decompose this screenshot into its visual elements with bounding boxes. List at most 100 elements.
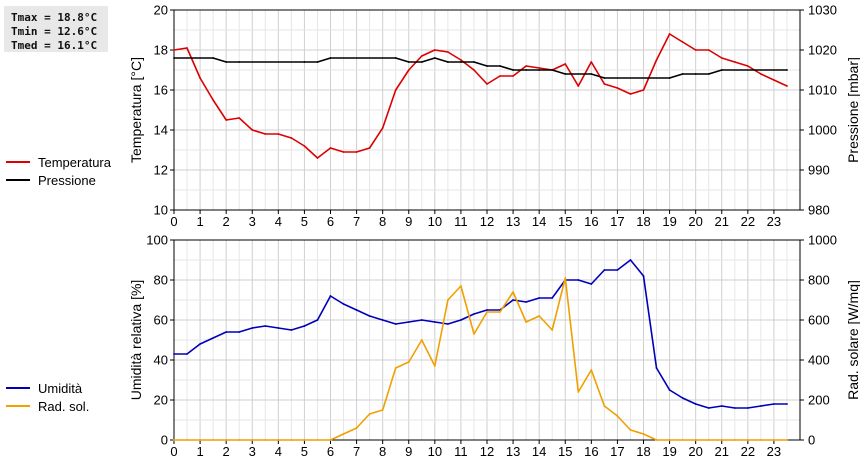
data-point (303, 61, 306, 63)
x-tick-label: 10 (428, 214, 442, 229)
data-point (381, 319, 384, 321)
data-point (173, 353, 175, 355)
data-point (277, 133, 280, 135)
y-tick-label: 0 (161, 433, 168, 448)
data-point (786, 69, 788, 71)
legend-label: Pressione (38, 173, 96, 188)
x-tick-label: 8 (379, 444, 386, 459)
data-point (668, 77, 671, 79)
data-point (460, 61, 462, 63)
data-point (251, 439, 254, 441)
x-tick-label: 12 (480, 444, 494, 459)
data-point (355, 151, 358, 153)
data-point (173, 49, 175, 51)
x-tick-label: 23 (767, 214, 781, 229)
data-point (525, 301, 527, 303)
data-point (186, 353, 188, 355)
data-point (551, 69, 554, 71)
data-point (733, 407, 736, 409)
data-point (577, 391, 580, 393)
data-point (668, 389, 671, 391)
data-point (577, 279, 580, 281)
data-point (720, 57, 723, 59)
x-tick-label: 16 (584, 444, 598, 459)
legend-label: Rad. sol. (38, 399, 89, 414)
x-tick-label: 9 (405, 214, 412, 229)
data-point (642, 89, 645, 91)
data-point (394, 367, 397, 369)
data-point (460, 319, 462, 321)
data-point (681, 397, 684, 399)
data-point (212, 99, 215, 101)
data-point (447, 51, 449, 53)
y2-tick-label: 1000 (808, 123, 837, 138)
data-point (433, 49, 436, 51)
x-tick-label: 4 (275, 214, 282, 229)
y2-tick-label: 600 (808, 313, 830, 328)
legend-label: Temperatura (38, 155, 112, 170)
x-tick-label: 6 (327, 444, 334, 459)
data-point (447, 299, 449, 301)
chart-2: 0 1 2 3 4 5 6 7 8 9 10 11 12 13 14 15 16 17 18 19 20 21 22 2302… (6, 233, 860, 459)
data-point (316, 439, 319, 441)
data-point (316, 319, 319, 321)
x-tick-label: 6 (327, 214, 334, 229)
data-point (225, 331, 228, 333)
data-point (460, 285, 462, 287)
data-point (381, 409, 384, 411)
data-point (199, 439, 202, 441)
data-point (707, 73, 710, 75)
data-point (290, 137, 293, 139)
y-tick-label: 40 (154, 353, 168, 368)
data-point (590, 73, 593, 75)
data-point (342, 433, 345, 435)
y2-axis-label: Rad. solare [W/mq] (845, 280, 860, 400)
x-tick-label: 23 (767, 444, 781, 459)
y2-tick-label: 200 (808, 393, 830, 408)
x-tick-label: 2 (223, 444, 230, 459)
x-tick-label: 20 (688, 214, 702, 229)
data-point (616, 415, 619, 417)
x-tick-label: 10 (428, 444, 442, 459)
y-tick-label: 16 (154, 83, 168, 98)
data-point (329, 295, 332, 297)
data-point (303, 439, 306, 441)
x-tick-label: 1 (196, 444, 203, 459)
data-point (290, 329, 293, 331)
y-tick-label: 20 (154, 3, 168, 18)
data-point (564, 277, 567, 279)
data-point (512, 69, 514, 71)
series-line-1-1 (173, 33, 788, 159)
data-point (564, 63, 567, 65)
data-point (251, 129, 254, 131)
data-point (420, 55, 423, 57)
data-point (746, 439, 749, 441)
y2-tick-label: 1020 (808, 43, 837, 58)
data-point (720, 405, 723, 407)
data-point (590, 283, 593, 285)
data-point (773, 403, 775, 405)
data-point (407, 69, 410, 71)
data-point (186, 439, 188, 441)
data-point (616, 269, 619, 271)
data-point (342, 151, 345, 153)
data-point (773, 79, 775, 81)
data-point (655, 439, 658, 441)
data-point (277, 327, 280, 329)
data-point (603, 405, 606, 407)
x-tick-label: 5 (301, 214, 308, 229)
y-axis-label: Umidità relativa [%] (128, 280, 144, 401)
data-point (225, 439, 228, 441)
data-point (316, 157, 319, 159)
x-tick-label: 13 (506, 214, 520, 229)
data-point (447, 61, 449, 63)
data-point (760, 405, 762, 407)
data-point (681, 439, 684, 441)
data-point (381, 127, 384, 129)
data-point (694, 403, 697, 405)
data-point (642, 433, 645, 435)
y-tick-label: 10 (154, 203, 168, 218)
x-tick-label: 0 (170, 444, 177, 459)
data-point (720, 69, 723, 71)
